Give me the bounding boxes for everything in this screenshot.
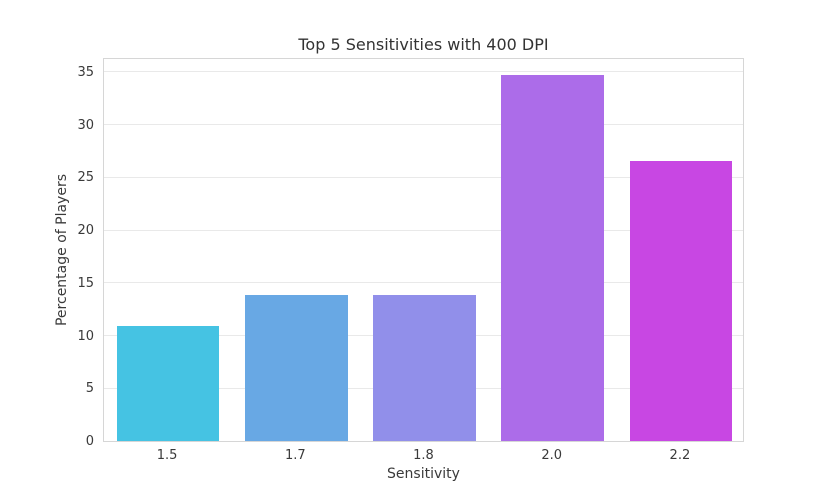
bar-2.2 bbox=[629, 161, 733, 441]
y-tick-label-20: 20 bbox=[77, 223, 94, 238]
gridline-y-15 bbox=[104, 282, 743, 284]
y-tick-label-30: 30 bbox=[77, 117, 94, 133]
gridline-y-35 bbox=[104, 71, 743, 73]
plot-area bbox=[103, 58, 744, 442]
x-tick-label-2.0: 2.0 bbox=[541, 448, 563, 463]
y-axis-label: Percentage of Players bbox=[54, 173, 70, 327]
y-tick-label-10: 10 bbox=[77, 328, 94, 344]
y-tick-label-0: 0 bbox=[85, 434, 94, 449]
bar-1.5 bbox=[116, 326, 220, 441]
x-tick-label-1.7: 1.7 bbox=[284, 448, 306, 463]
bar-1.7 bbox=[245, 295, 348, 441]
x-tick-label-1.5: 1.5 bbox=[156, 448, 178, 463]
gridline-y-20 bbox=[104, 229, 743, 231]
y-tick-label-35: 35 bbox=[77, 64, 94, 80]
y-tick-label-15: 15 bbox=[77, 275, 94, 291]
x-tick-label-1.8: 1.8 bbox=[413, 448, 434, 463]
x-tick-label-2.2: 2.2 bbox=[669, 448, 691, 463]
y-tick-label-25: 25 bbox=[77, 170, 94, 186]
x-axis-label: Sensitivity bbox=[387, 466, 460, 482]
bar-2.0 bbox=[501, 74, 604, 441]
chart-title: Top 5 Sensitivities with 400 DPI bbox=[298, 35, 549, 54]
bar-1.8 bbox=[373, 295, 476, 441]
gridline-y-25 bbox=[104, 176, 743, 178]
gridline-y-30 bbox=[104, 124, 743, 126]
y-tick-label-5: 5 bbox=[85, 381, 94, 397]
